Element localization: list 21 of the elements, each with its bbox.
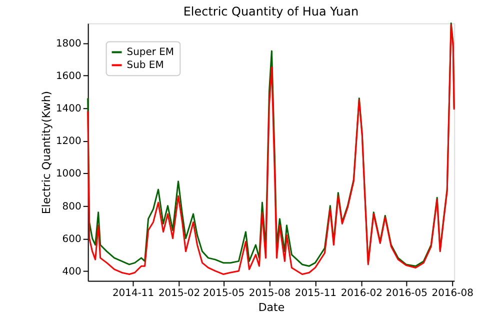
x-tick-label: 2015-05 xyxy=(202,288,245,300)
y-tick-label: 600 xyxy=(62,234,82,245)
y-tick-label: 1800 xyxy=(56,38,82,50)
y-tick-label: 1400 xyxy=(56,104,82,115)
x-tick-label: 2015-11 xyxy=(294,288,337,300)
x-tick-label: 2016-05 xyxy=(386,288,428,300)
x-tick-label: 2014-11 xyxy=(112,288,154,300)
legend-label: Super EM xyxy=(126,47,174,58)
y-tick-label: 400 xyxy=(62,266,82,278)
x-tick-label: 2015-02 xyxy=(158,288,200,300)
x-tick-label: 2015-08 xyxy=(248,288,291,300)
x-axis-title: Date xyxy=(258,301,285,314)
y-tick-label: 1200 xyxy=(56,136,82,148)
x-tick-label: 2016-02 xyxy=(340,288,382,300)
x-tick-label: 2016-08 xyxy=(432,288,474,300)
legend-label: Sub EM xyxy=(126,60,164,72)
chart-title: Electric Quantity of Hua Yuan xyxy=(183,4,359,19)
y-tick-label: 800 xyxy=(62,201,82,212)
y-axis-title: Electric Quantity(Kwh) xyxy=(40,90,53,214)
y-tick-label: 1600 xyxy=(56,70,82,82)
y-tick-label: 1000 xyxy=(56,168,82,180)
